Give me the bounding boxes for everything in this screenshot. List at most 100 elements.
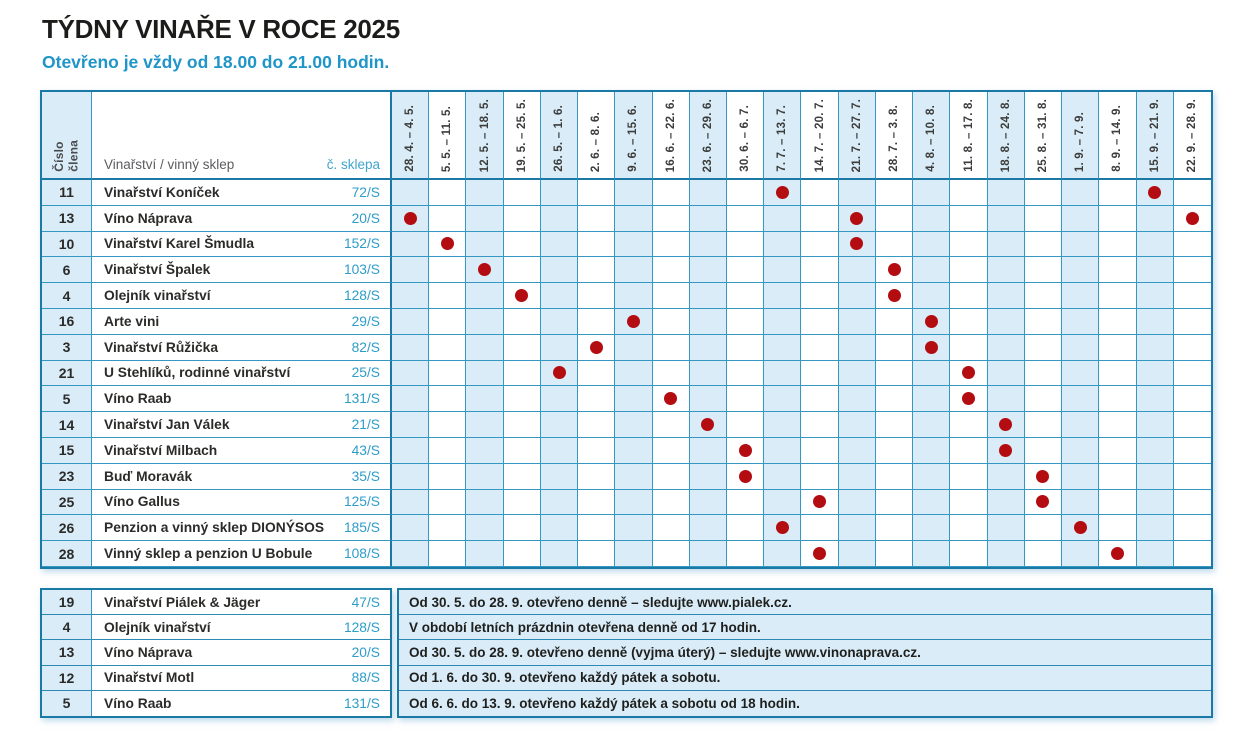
week-cell <box>1173 309 1211 335</box>
member-number-cell: 15 <box>42 437 92 464</box>
week-cell <box>727 515 765 542</box>
week-cell <box>689 541 728 567</box>
week-cell <box>764 231 802 258</box>
week-cell <box>838 437 876 464</box>
week-cell <box>913 541 951 567</box>
week-cell <box>615 437 653 464</box>
week-header-label: 9. 6. – 15. 6. <box>627 105 640 172</box>
week-cell <box>466 386 504 413</box>
week-header: 28. 4. – 4. 5. <box>392 92 430 180</box>
week-cell <box>1062 360 1100 387</box>
week-cell <box>913 257 951 284</box>
week-cell <box>1099 308 1137 335</box>
member-number-cell: 19 <box>42 590 92 616</box>
winery-cell: Arte vini 29/S <box>92 308 392 335</box>
open-week-dot <box>552 366 566 380</box>
cellar-number: 128/S <box>343 619 380 635</box>
week-cell <box>1024 231 1063 258</box>
open-week-dot <box>1148 185 1162 199</box>
week-cell <box>1099 463 1137 490</box>
week-header-label: 4. 8. – 10. 8. <box>925 105 938 172</box>
week-cell <box>652 541 690 567</box>
week-cell <box>1062 308 1100 335</box>
week-cell <box>466 257 504 284</box>
week-cell <box>913 283 951 309</box>
cellar-number: 152/S <box>343 236 380 252</box>
week-cell <box>429 231 467 258</box>
winery-name: Vinařství Růžička <box>104 339 219 355</box>
week-cell <box>578 412 616 438</box>
week-header: 16. 6. – 22. 6. <box>652 92 690 180</box>
winery-cell: Vinný sklep a penzion U Bobule 108/S <box>92 541 392 567</box>
cellar-number: 125/S <box>343 494 380 510</box>
week-cell <box>1024 386 1063 413</box>
winery-cell: Penzion a vinný sklep DIONÝSOS 185/S <box>92 515 392 542</box>
week-header-label: 16. 6. – 22. 6. <box>664 98 677 172</box>
week-cell <box>429 489 467 516</box>
week-cell <box>801 412 839 438</box>
week-cell <box>503 257 541 284</box>
opening-note: V období letních prázdnin otevřena denně… <box>399 615 1211 641</box>
week-cell <box>838 283 876 309</box>
week-cell <box>503 412 541 438</box>
winery-cell: Víno Náprava 20/S <box>92 205 392 232</box>
week-cell <box>540 283 579 309</box>
week-cell <box>801 205 839 232</box>
winery-name: U Stehlíků, rodinné vinařství <box>104 365 291 381</box>
week-cell <box>652 180 690 206</box>
open-week-dot <box>962 366 976 380</box>
week-cell <box>801 541 839 567</box>
week-cell <box>950 334 988 361</box>
week-cell <box>1062 334 1100 361</box>
open-week-dot <box>813 495 827 509</box>
winery-name: Olejník vinařství <box>104 619 211 635</box>
page-title: TÝDNY VINAŘE V ROCE 2025 <box>42 14 400 44</box>
week-cell <box>392 515 430 542</box>
week-cell <box>875 489 914 516</box>
week-cell <box>1099 283 1137 309</box>
week-cell <box>1062 412 1100 438</box>
week-cell <box>503 360 541 387</box>
open-week-dot <box>1036 495 1050 509</box>
week-cell <box>727 308 765 335</box>
week-cell <box>466 412 504 438</box>
week-cell <box>615 360 653 387</box>
winery-cell: Vinařství Růžička 82/S <box>92 334 392 361</box>
week-cell <box>987 334 1025 361</box>
week-cell <box>1099 412 1137 438</box>
week-cell <box>913 489 951 516</box>
week-cell <box>540 386 579 413</box>
week-cell <box>950 231 988 258</box>
week-cell <box>392 334 430 361</box>
week-cell <box>875 283 914 309</box>
member-number-header-label: Číslo člena <box>52 140 81 172</box>
week-cell <box>875 180 914 206</box>
week-cell <box>1136 231 1174 258</box>
week-cell <box>1024 437 1063 464</box>
week-cell <box>652 515 690 542</box>
week-cell <box>1099 515 1137 542</box>
week-cell <box>764 257 802 284</box>
week-cell <box>987 489 1025 516</box>
winery-header-label: Vinařství / vinný sklep <box>104 157 235 172</box>
week-cell <box>392 257 430 284</box>
week-header-label: 26. 5. – 1. 6. <box>553 105 566 172</box>
week-header-label: 8. 9. – 14. 9. <box>1111 105 1124 172</box>
winery-cell: Vinařství Karel Šmudla 152/S <box>92 231 392 258</box>
open-week-dot <box>813 547 827 561</box>
week-cell <box>764 515 802 542</box>
winery-name: Vinařství Jan Válek <box>104 417 230 433</box>
week-cell <box>466 360 504 387</box>
winery-cell: Vinařství Motl 88/S <box>92 665 390 691</box>
winery-cell: Víno Raab 131/S <box>92 386 392 413</box>
week-cell <box>615 412 653 438</box>
week-cell <box>615 541 653 567</box>
member-number-cell: 14 <box>42 412 92 438</box>
week-cell <box>540 308 579 335</box>
week-cell <box>1024 283 1063 309</box>
week-cell <box>1099 257 1137 284</box>
cellar-number: 20/S <box>351 210 380 226</box>
week-cell <box>1062 257 1100 284</box>
week-cell <box>727 437 765 464</box>
week-cell <box>503 180 541 206</box>
